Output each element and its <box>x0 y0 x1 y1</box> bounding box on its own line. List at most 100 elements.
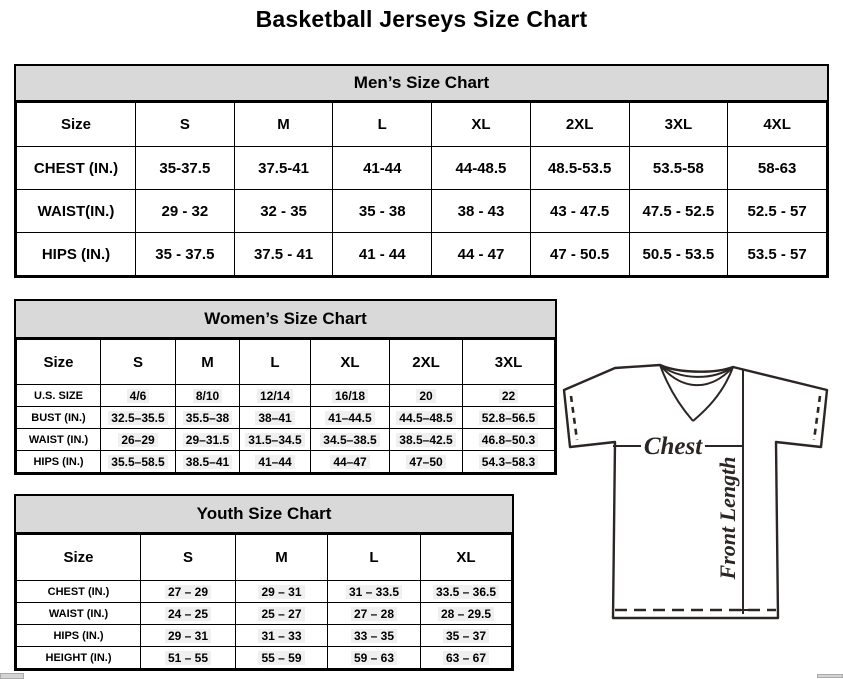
cell-value: 8/10 <box>192 388 223 403</box>
youth-table-grid: Size S M L XL CHEST (IN.) 27 – 29 29 – 31 31 – 3… <box>16 534 512 669</box>
column-header: Size <box>16 534 141 581</box>
cell-value: 33 – 35 <box>350 628 398 643</box>
table-cell: 55 – 59 <box>235 646 328 669</box>
table-cell: 29 - 32 <box>135 189 235 233</box>
cell-value: 26–29 <box>118 432 158 447</box>
jersey-outline <box>562 363 829 620</box>
table-cell: 12/14 <box>239 384 311 407</box>
table-cell: 8/10 <box>175 384 240 407</box>
table-cell: 22 <box>462 384 555 407</box>
womens-table-grid: Size S M L XL 2XL 3XL U.S. SIZE 4/6 8/10 12/14 16/1… <box>16 339 555 473</box>
scrollbar-fragment-left[interactable] <box>0 673 24 679</box>
row-label: HIPS (IN.) <box>16 450 101 473</box>
column-header: Size <box>16 102 136 147</box>
table-cell: 35 – 37 <box>420 624 512 647</box>
table-cell: 35 - 37.5 <box>135 232 235 276</box>
row-label: HEIGHT (IN.) <box>16 646 141 669</box>
size-grid: Size S M L XL 2XL 3XL 4XL CHEST (IN.) 35-37.5 37.5… <box>16 102 827 276</box>
cell-value: 44–47 <box>330 454 370 469</box>
cell-value: 54.3–58.3 <box>478 454 539 469</box>
youth-table-title: Youth Size Chart <box>16 496 512 534</box>
table-cell: 35.5–38 <box>175 406 240 429</box>
column-header: M <box>233 102 334 147</box>
mens-table-grid: Size S M L XL 2XL 3XL 4XL CHEST (IN.) 35-37.5 37.5… <box>16 102 827 276</box>
cell-value: 38.5–42.5 <box>396 432 456 447</box>
table-cell: 25 – 27 <box>235 602 328 625</box>
column-header: S <box>100 339 176 385</box>
column-header: 3XL <box>462 339 555 385</box>
cell-value: 52.8–56.5 <box>478 410 539 425</box>
table-cell: 26–29 <box>100 428 176 451</box>
table-cell: 29 – 31 <box>140 624 236 647</box>
table-cell: 29–31.5 <box>175 428 240 451</box>
cell-value: 41–44 <box>255 454 295 469</box>
cell-value: 35 - 38 <box>358 202 406 220</box>
row-label: U.S. SIZE <box>16 384 101 407</box>
table-cell: 27 – 29 <box>140 580 236 603</box>
table-cell: 48.5-53.5 <box>529 146 630 190</box>
column-header: Size <box>16 339 101 385</box>
cell-value: 59 – 63 <box>350 650 398 665</box>
table-cell: 33.5 – 36.5 <box>420 580 512 603</box>
cell-value: 31 – 33 <box>258 628 305 643</box>
front-length-measure-line <box>737 369 749 614</box>
table-cell: 35-37.5 <box>135 146 235 190</box>
mens-table-title: Men’s Size Chart <box>16 66 827 102</box>
cell-value: 43 - 47.5 <box>550 202 610 220</box>
size-grid: Size S M L XL CHEST (IN.) 27 – 29 29 – 31 31 – 3… <box>16 534 512 669</box>
chest-label: Chest <box>644 433 703 460</box>
cell-value: 53.5 - 57 <box>747 245 807 263</box>
sleeve-cuff-dashes <box>569 395 822 441</box>
table-cell: 58-63 <box>727 146 827 190</box>
table-cell: 31 – 33 <box>235 624 328 647</box>
column-header: M <box>235 534 328 581</box>
table-cell: 32.5–35.5 <box>100 406 176 429</box>
collar-lines <box>659 364 734 422</box>
cell-value: 29 – 31 <box>164 628 212 643</box>
table-cell: 32 - 35 <box>233 189 334 233</box>
cell-value: 32.5–35.5 <box>108 410 168 425</box>
cell-value: 55 – 59 <box>258 650 305 665</box>
table-cell: 37.5 - 41 <box>233 232 334 276</box>
cell-value: 38.5–41 <box>182 454 233 469</box>
column-header: M <box>175 339 240 385</box>
cell-value: 50.5 - 53.5 <box>642 245 715 263</box>
table-cell: 34.5–38.5 <box>310 428 390 451</box>
table-cell: 31.5–34.5 <box>239 428 311 451</box>
table-cell: 41-44 <box>332 146 433 190</box>
cell-value: 37.5-41 <box>258 159 309 177</box>
cell-value: 31 – 33.5 <box>345 584 403 599</box>
table-cell: 16/18 <box>310 384 390 407</box>
table-cell: 46.8–50.3 <box>462 428 555 451</box>
table-cell: 47.5 - 52.5 <box>628 189 729 233</box>
table-cell: 20 <box>389 384 463 407</box>
row-label: HIPS (IN.) <box>16 232 136 276</box>
scrollbar-fragment-right[interactable] <box>817 674 843 678</box>
cell-value: 44 - 47 <box>457 245 505 263</box>
column-header: 2XL <box>529 102 630 147</box>
cell-value: 22 <box>498 388 519 403</box>
table-cell: 31 – 33.5 <box>327 580 421 603</box>
cell-value: 33.5 – 36.5 <box>432 584 500 599</box>
cell-value: 38 - 43 <box>457 202 505 220</box>
table-cell: 38 - 43 <box>431 189 531 233</box>
cell-value: 35.5–38 <box>182 410 233 425</box>
cell-value: 29 - 32 <box>161 202 209 220</box>
table-cell: 41 - 44 <box>332 232 433 276</box>
table-cell: 38.5–41 <box>175 450 240 473</box>
womens-size-chart-table: Women’s Size Chart Size S M L XL 2XL 3XL U.S. S… <box>14 299 557 475</box>
cell-value: 27 – 29 <box>164 584 212 599</box>
table-cell: 53.5-58 <box>628 146 729 190</box>
column-header: XL <box>431 102 531 147</box>
table-cell: 41–44 <box>239 450 311 473</box>
cell-value: 41 - 44 <box>358 245 406 263</box>
cell-value: 48.5-53.5 <box>547 159 612 177</box>
table-cell: 24 – 25 <box>140 602 236 625</box>
cell-value: 25 – 27 <box>258 606 305 621</box>
table-cell: 44–47 <box>310 450 390 473</box>
cell-value: 35 – 37 <box>442 628 490 643</box>
table-cell: 51 – 55 <box>140 646 236 669</box>
cell-value: 27 – 28 <box>350 606 398 621</box>
table-cell: 27 – 28 <box>327 602 421 625</box>
